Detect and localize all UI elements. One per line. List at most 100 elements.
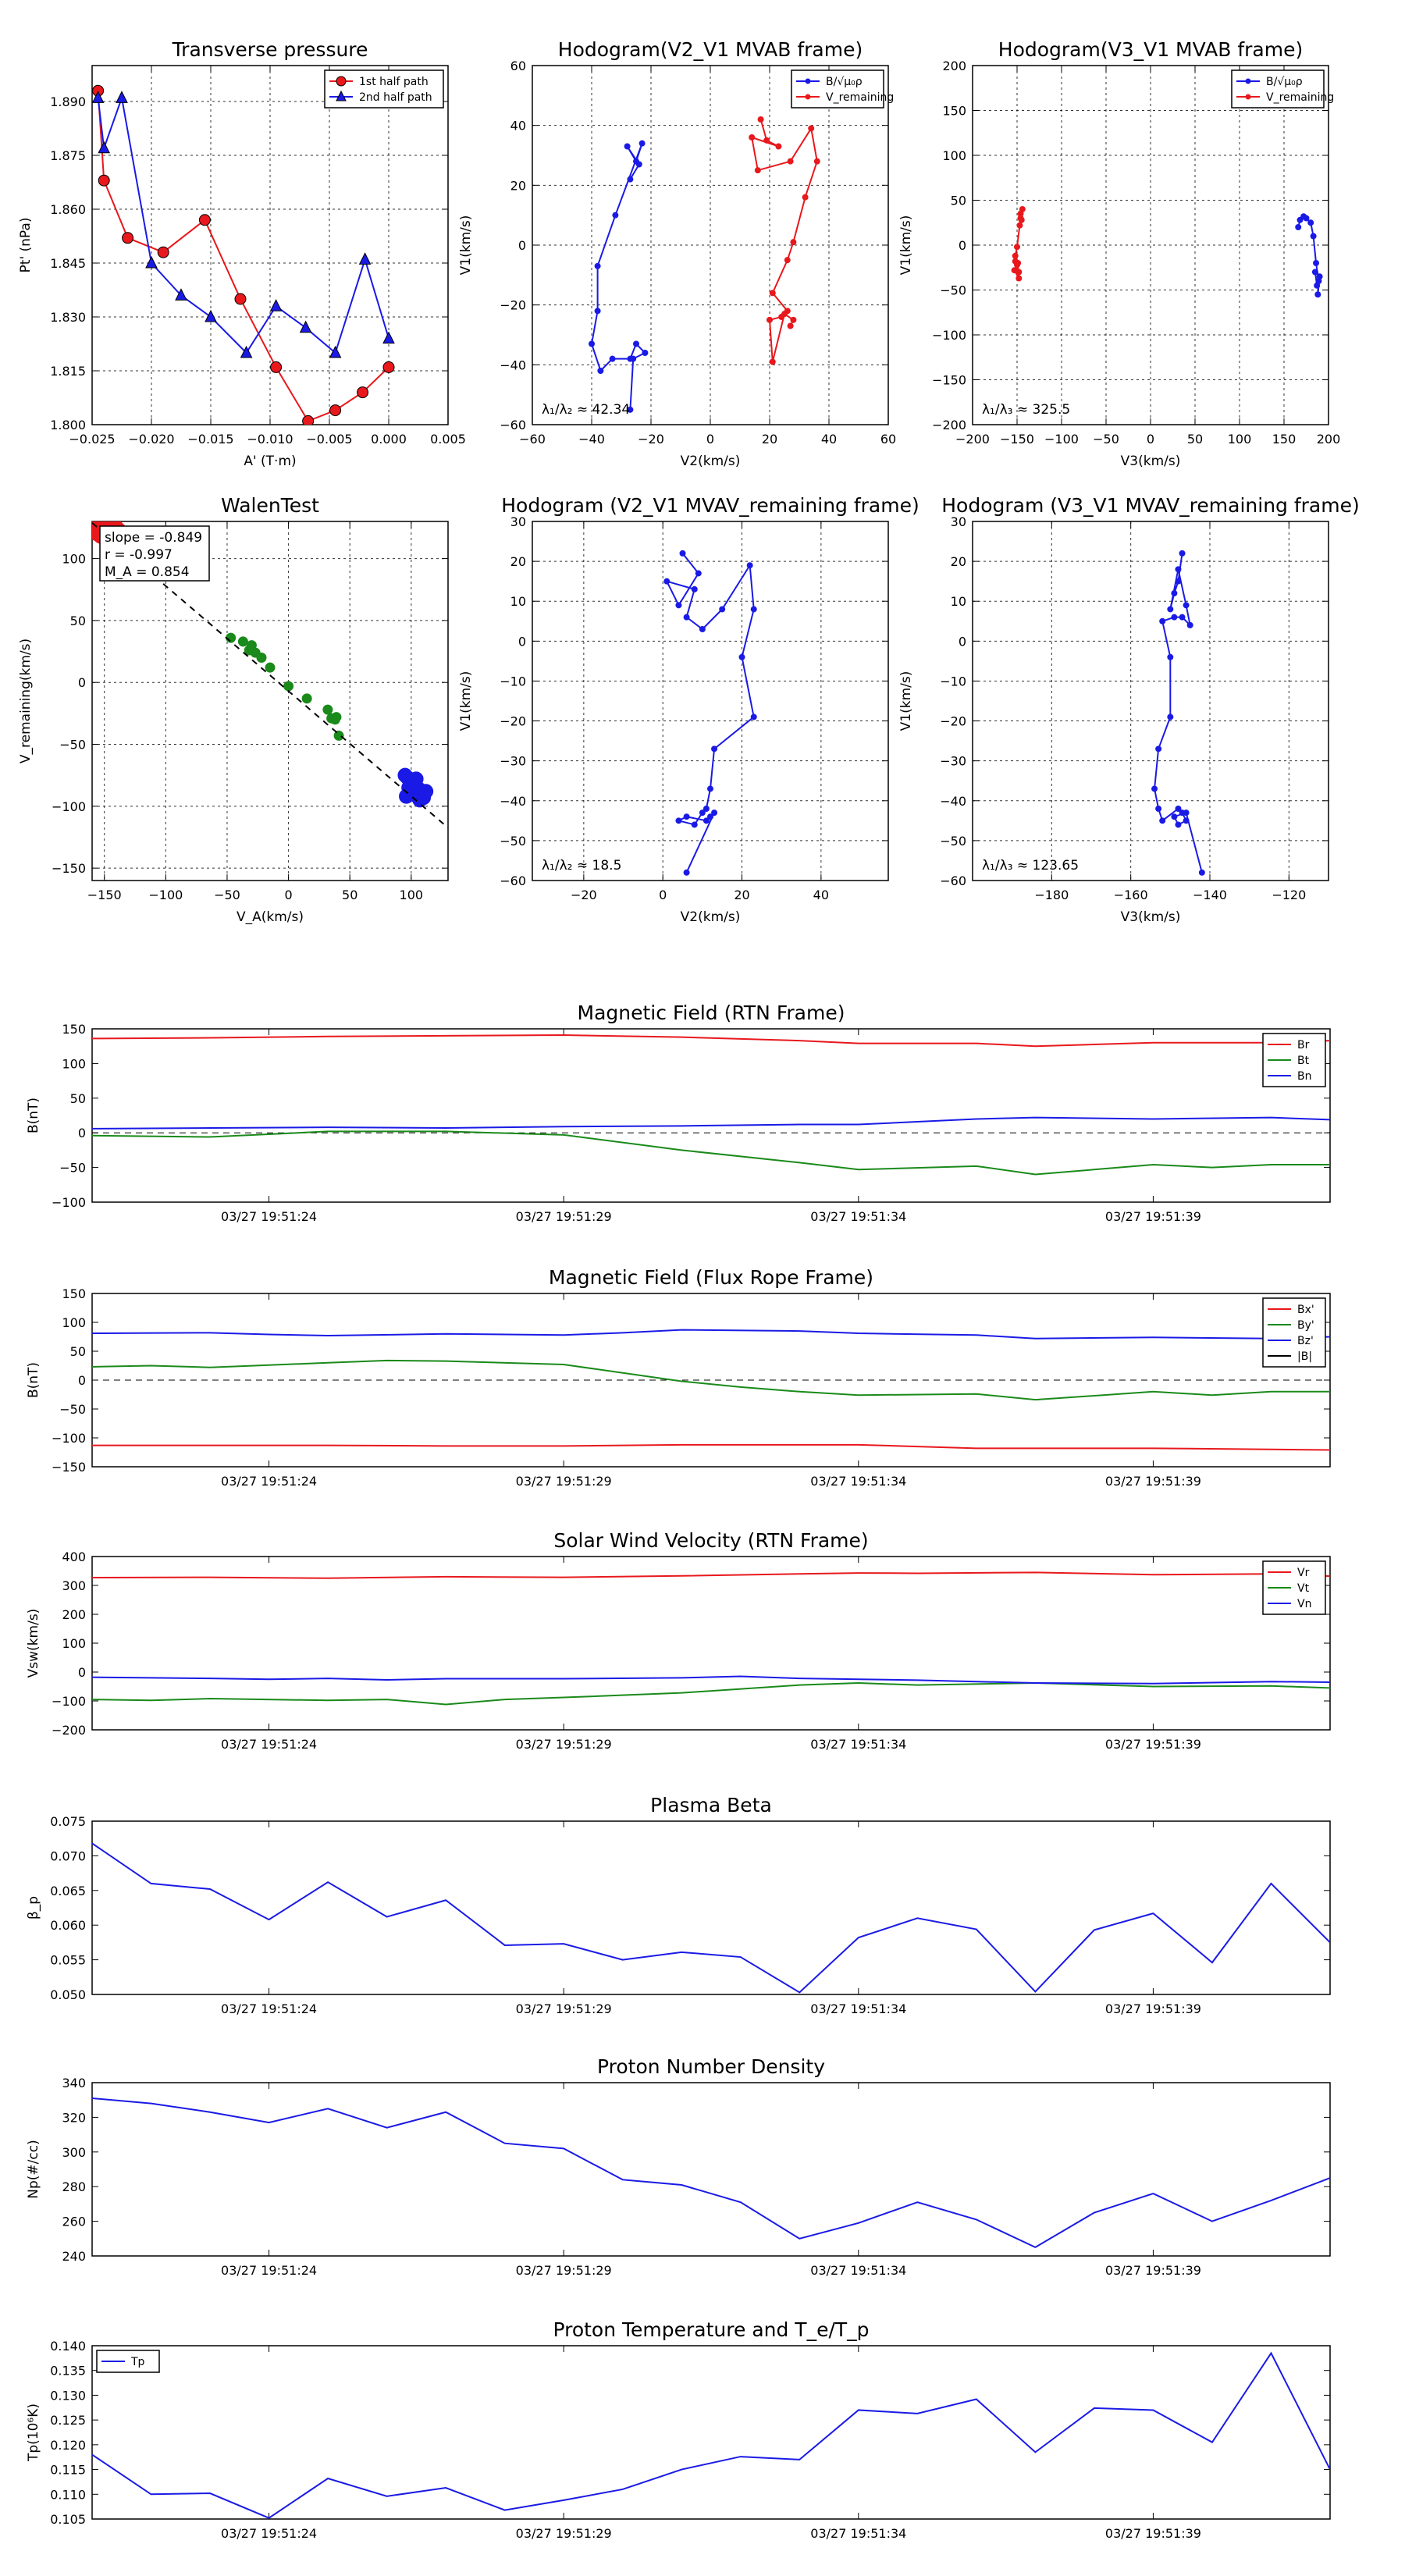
y-tick-label: 30 [510,514,526,529]
data-point [1016,269,1023,276]
x-tick-label: 03/27 19:51:34 [810,1209,906,1224]
legend-label: Bz' [1297,1335,1314,1347]
data-point [750,713,757,720]
x-tick-label: 03/27 19:51:24 [221,1209,317,1224]
y-tick-label: 0 [518,634,526,649]
data-point [333,730,344,741]
data-point [1313,260,1320,266]
plot-frame [91,1028,1331,1203]
y-tick-label: 60 [510,59,526,73]
x-axis-label: V3(km/s) [1121,454,1181,469]
data-point [329,404,342,417]
data-point [597,368,604,374]
x-tick-label: −40 [578,432,605,447]
legend-marker [336,76,347,87]
y-axis-label: V1(km/s) [898,671,914,731]
ticks: −20 0 20 40 −60 −50 −40 −30 −20 −10 0 10 20 30 [500,514,888,902]
plot-frame [532,521,889,881]
chart-h2: −200 −150 −100 −50 0 50 100 150 200−200−150−100−… [898,38,1340,469]
x-tick-label: 0.005 [430,432,466,447]
eigenvalue-ratio: λ₁/λ₂ ≈ 18.5 [542,858,621,873]
data-point [1183,602,1190,609]
y-tick-label: 1.875 [50,148,86,163]
data-point [270,361,283,373]
y-tick-label: 0.050 [50,1987,86,2002]
data-point [691,585,698,592]
plot-frame [91,2082,1331,2257]
x-tick-label: 03/27 19:51:34 [810,2526,906,2541]
data-point [329,345,342,358]
y-tick-label: −20 [940,714,966,729]
chart-title: Proton Temperature and T_e/T_p [553,2318,869,2341]
data-point [754,167,761,174]
y-axis-label: Np(#/cc) [26,2140,41,2198]
plot-frame [91,1556,1331,1731]
y-tick-label: 100 [62,1636,86,1651]
data-point [787,322,794,329]
y-tick-label: 40 [510,119,526,133]
x-tick-label: 03/27 19:51:24 [221,1737,317,1752]
chart-tp_temp: 03/27 19:51:24 03/27 19:51:29 03/27 19:51:… [26,2318,1331,2541]
y-tick-label: 1.800 [50,418,86,432]
y-tick-label: −100 [52,1195,86,1210]
series-group [1151,550,1205,876]
chart-tp: −0.025 −0.020 −0.015 −0.010 −0.005 0.000 0.005… [18,38,466,469]
x-tick-label: −140 [1193,888,1227,902]
series-line-by- [92,1359,1330,1401]
data-point [1155,806,1162,812]
x-tick-label: 0 [284,888,292,902]
grid [972,65,1329,425]
y-axis-label: Vsw(km/s) [26,1609,41,1678]
legend-label: B/√μ₀ρ [1266,76,1303,88]
ticks: −180 −160 −140 −120 −60 −50 −40 −30 −20 −10 0 10 20 3… [940,514,1329,902]
data-point [638,140,646,147]
y-tick-label: 150 [62,1022,86,1037]
chart-mag_fr: 03/27 19:51:24 03/27 19:51:29 03/27 19:51:… [26,1266,1331,1489]
y-tick-label: 50 [70,1091,86,1106]
chart-title: Magnetic Field (RTN Frame) [578,1002,845,1024]
data-point [358,252,372,265]
y-tick-label: 0.055 [50,1953,86,1968]
data-point [1303,215,1310,222]
data-point [1297,216,1304,223]
series-group [1011,206,1323,298]
x-tick-label: 0 [706,432,714,447]
data-point [1014,244,1020,251]
chart-h4: −180 −160 −140 −120 −60 −50 −40 −30 −20 −10 0 10 20 3… [898,494,1360,925]
data-point [702,806,710,812]
series-group [92,1571,1330,1706]
data-point [750,606,757,613]
y-tick-label: −20 [500,714,526,729]
data-point [695,570,702,577]
legend: B/√μ₀ρ V_remaining [1231,69,1334,109]
y-tick-label: 300 [62,1578,86,1593]
fit-stat: r = -0.997 [105,547,173,563]
data-point [612,212,619,219]
grid [92,521,448,881]
x-tick-label: 03/27 19:51:39 [1105,1209,1201,1224]
data-point [98,174,110,187]
y-tick-label: −100 [52,1431,86,1446]
data-point [1311,269,1318,276]
data-point [265,662,276,673]
legend-label: Bx' [1297,1304,1314,1316]
x-tick-label: 50 [1187,432,1203,447]
y-tick-label: 1.830 [50,310,86,325]
y-tick-label: 200 [942,59,966,73]
legend-box [791,69,884,109]
y-tick-label: 0 [518,238,526,253]
data-point [642,350,649,356]
y-tick-label: 20 [510,554,526,569]
x-tick-label: 03/27 19:51:39 [1105,2001,1201,2016]
y-tick-label: 0.130 [50,2388,86,2403]
data-point [1314,282,1321,289]
chart-title: Transverse pressure [172,38,368,61]
y-tick-label: 50 [70,1344,86,1359]
y-tick-label: 1.860 [50,202,86,217]
series-line-bz- [92,1329,1330,1340]
chart-beta: 03/27 19:51:24 03/27 19:51:29 03/27 19:51:… [26,1794,1331,2016]
data-point [691,821,698,828]
legend-label: B/√μ₀ρ [826,76,863,88]
data-point [322,704,333,715]
data-point [749,134,756,141]
